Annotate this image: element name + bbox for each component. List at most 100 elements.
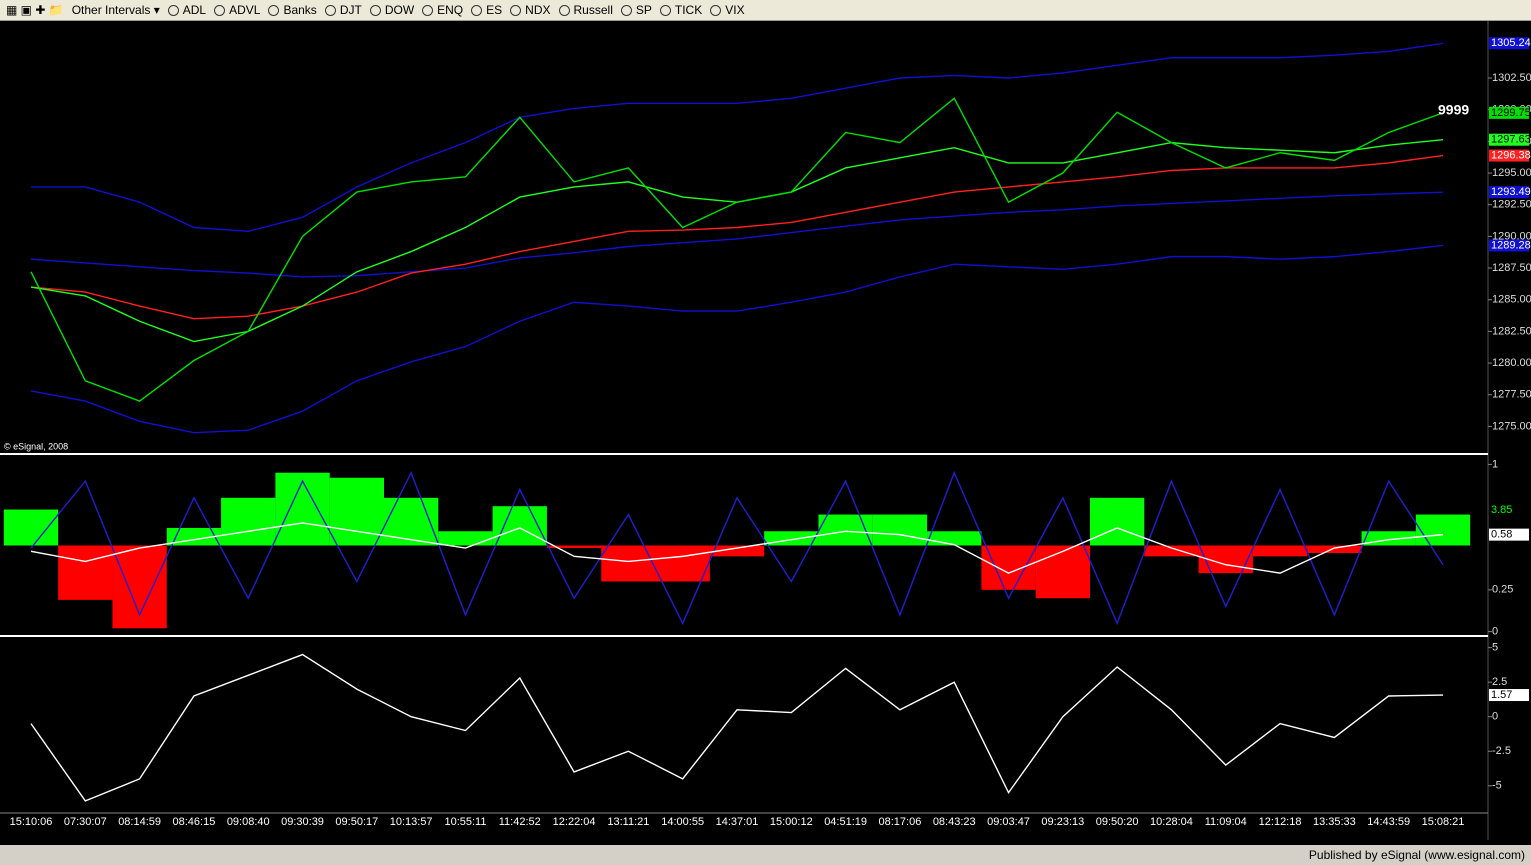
x-tick-label: 09:08:40: [227, 816, 270, 828]
series-line: [30, 522, 1444, 574]
toolbar-label: TICK: [674, 3, 703, 17]
toolbar-item[interactable]: SP: [620, 3, 652, 17]
histogram-bar: [3, 509, 59, 546]
footer: Published by eSignal (www.esignal.com): [0, 845, 1531, 865]
histogram-bar: [1307, 545, 1362, 554]
y-tick-label: 5: [1492, 642, 1498, 654]
y-tick-label: 1290.00: [1492, 230, 1531, 242]
histogram-bar: [1035, 545, 1090, 599]
y-tick-label: 1275.00: [1492, 420, 1531, 432]
series-line: [31, 42, 1444, 233]
x-tick-label: 09:03:47: [987, 816, 1030, 828]
histogram-bar: [438, 531, 493, 546]
value-tag: 1299.75: [1491, 107, 1531, 119]
toolbar-label: ADVL: [229, 3, 261, 17]
value-tag-bg: [1489, 186, 1529, 199]
x-tick-label: 09:23:13: [1041, 816, 1084, 828]
x-tick-label: 15:00:12: [770, 816, 813, 828]
toolbar-label: ADL: [182, 3, 207, 17]
symbol-icon: [659, 4, 671, 16]
value-tag-bg: [1489, 239, 1529, 252]
toolbar-item[interactable]: ENQ: [422, 3, 463, 17]
symbol-icon: [324, 4, 336, 16]
toolbar-label: ENQ: [437, 3, 464, 17]
value-tag: 1289.28: [1491, 239, 1531, 251]
annotation: 3.85: [1491, 504, 1512, 516]
toolbar-label: VIX: [725, 3, 745, 17]
symbol-icon: [558, 4, 570, 16]
toolbar-item[interactable]: Other Intervals ▾: [72, 3, 160, 17]
histogram-bar: [1415, 514, 1471, 546]
toolbar: ▦ ▣ ✚ 📁 Other Intervals ▾ ADL ADVL Banks DJT…: [0, 0, 1531, 21]
series-line: [30, 653, 1444, 802]
value-tag: 1297.63: [1491, 134, 1531, 146]
toolbar-item[interactable]: Banks: [268, 3, 317, 17]
y-tick-label: 1295.00: [1492, 167, 1531, 179]
x-tick-label: 11:42:52: [499, 816, 541, 828]
value-tag-bg: [1489, 37, 1529, 50]
x-tick-label: 14:00:55: [661, 816, 704, 828]
y-tick-label: 1302.50: [1492, 72, 1531, 84]
histogram-bar: [329, 477, 384, 546]
y-tick-label: 1282.50: [1492, 325, 1531, 337]
value-tag: 0.58: [1491, 529, 1512, 541]
toolbar-item[interactable]: NDX: [510, 3, 551, 17]
toolbar-label: DOW: [384, 3, 415, 17]
value-tag-bg: [1489, 689, 1529, 702]
toolbar-item[interactable]: DOW: [369, 3, 415, 17]
x-tick-label: 13:35:33: [1313, 816, 1356, 828]
x-tick-label: 12:22:04: [553, 816, 596, 828]
symbol-icon: [268, 4, 280, 16]
histogram-bar: [492, 506, 547, 546]
histogram-bar: [1252, 545, 1308, 557]
toolbar-item[interactable]: ADL: [167, 3, 207, 17]
value-tag-bg: [1489, 106, 1529, 119]
toolbar-item[interactable]: TICK: [659, 3, 703, 17]
x-tick-label: 08:14:59: [118, 816, 161, 828]
footer-text: Published by eSignal (www.esignal.com): [1308, 848, 1525, 862]
toolbar-item[interactable]: Russell: [558, 3, 613, 17]
value-tag: 1305.24: [1491, 37, 1531, 49]
symbol-icon: [471, 4, 483, 16]
x-tick-label: 08:17:06: [879, 816, 922, 828]
x-tick-label: 10:55:11: [444, 816, 486, 828]
x-tick-label: 04:51:19: [824, 816, 867, 828]
x-tick-label: 09:50:20: [1096, 816, 1139, 828]
toolbar-label: Russell: [573, 3, 613, 17]
value-tag: 1293.49: [1491, 186, 1531, 198]
x-tick-label: 08:46:15: [173, 816, 216, 828]
y-tick-label: 1: [1492, 458, 1498, 470]
symbol-icon: [422, 4, 434, 16]
histogram-bar: [546, 545, 602, 549]
symbol-icon: [369, 4, 381, 16]
background: [0, 21, 1531, 845]
x-tick-label: 11:09:04: [1205, 816, 1247, 828]
y-tick-label: 1277.50: [1492, 389, 1531, 401]
toolbar-label: DJT: [339, 3, 362, 17]
x-tick-label: 15:08:21: [1422, 816, 1465, 828]
histogram-bar: [275, 472, 330, 546]
value-tag-bg: [1489, 149, 1529, 162]
toolbar-label: ES: [486, 3, 503, 17]
histogram-bar: [58, 545, 113, 600]
toolbar-icons[interactable]: ▦ ▣ ✚ 📁: [6, 3, 64, 17]
y-tick-label: 0: [1492, 711, 1498, 723]
histogram-bar: [1144, 545, 1199, 557]
y-tick-label: 0: [1492, 626, 1498, 638]
y-tick-label: -2.5: [1492, 745, 1511, 757]
y-tick-label: -5: [1492, 780, 1502, 792]
x-tick-label: 10:13:57: [390, 816, 433, 828]
value-tag: 1.57: [1491, 689, 1512, 701]
toolbar-item[interactable]: ES: [471, 3, 502, 17]
toolbar-label: Banks: [283, 3, 317, 17]
toolbar-item[interactable]: VIX: [710, 3, 745, 17]
histogram-bar: [601, 545, 656, 582]
toolbar-item[interactable]: DJT: [324, 3, 362, 17]
series-line: [30, 244, 1444, 434]
series-line: [30, 154, 1444, 320]
series-line: [30, 191, 1444, 278]
toolbar-item[interactable]: ADVL: [214, 3, 260, 17]
toolbar-label: Other Intervals ▾: [71, 3, 160, 17]
x-tick-label: 09:50:17: [335, 816, 378, 828]
